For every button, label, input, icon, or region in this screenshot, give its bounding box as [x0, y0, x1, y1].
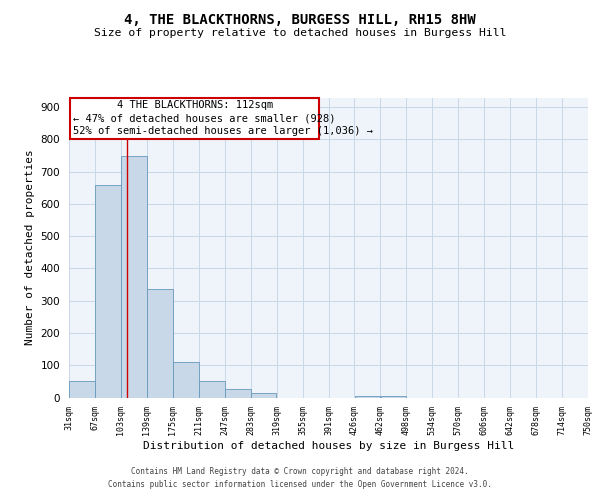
- Bar: [251, 392, 277, 398]
- Text: ← 47% of detached houses are smaller (928): ← 47% of detached houses are smaller (92…: [73, 113, 336, 123]
- Text: Contains HM Land Registry data © Crown copyright and database right 2024.
Contai: Contains HM Land Registry data © Crown c…: [108, 468, 492, 489]
- Text: 52% of semi-detached houses are larger (1,036) →: 52% of semi-detached houses are larger (…: [73, 126, 373, 136]
- Bar: [226, 390, 251, 398]
- FancyBboxPatch shape: [70, 98, 319, 140]
- Text: 4 THE BLACKTHORNS: 112sqm: 4 THE BLACKTHORNS: 112sqm: [117, 100, 273, 110]
- Y-axis label: Number of detached properties: Number of detached properties: [25, 150, 35, 346]
- Text: 4, THE BLACKTHORNS, BURGESS HILL, RH15 8HW: 4, THE BLACKTHORNS, BURGESS HILL, RH15 8…: [124, 12, 476, 26]
- X-axis label: Distribution of detached houses by size in Burgess Hill: Distribution of detached houses by size …: [143, 440, 514, 450]
- Bar: [380, 396, 406, 398]
- Bar: [199, 382, 224, 398]
- Bar: [121, 156, 146, 398]
- Bar: [355, 396, 380, 398]
- Text: Size of property relative to detached houses in Burgess Hill: Size of property relative to detached ho…: [94, 28, 506, 38]
- Bar: [148, 290, 173, 398]
- Bar: [173, 362, 199, 398]
- Bar: [95, 184, 121, 398]
- Bar: [70, 382, 95, 398]
